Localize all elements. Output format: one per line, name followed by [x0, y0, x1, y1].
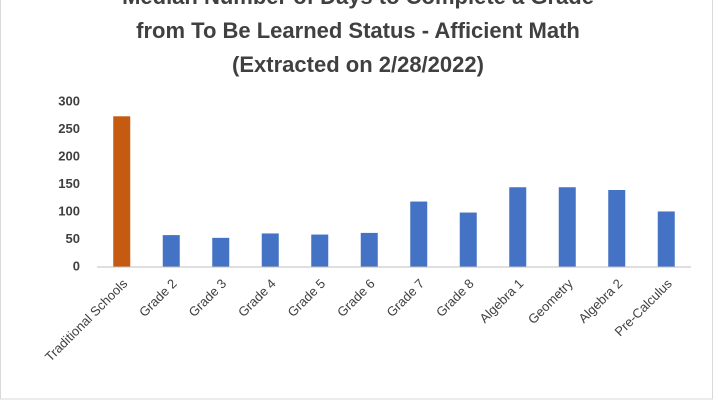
chart-title: from To Be Learned Status - Afficient Ma… — [136, 18, 580, 43]
y-tick-label: 300 — [58, 93, 80, 108]
bar — [360, 232, 378, 267]
y-tick-label: 100 — [58, 203, 80, 218]
chart-title: Median Number of Days to Complete a Grad… — [122, 0, 594, 9]
bar — [410, 201, 428, 267]
y-tick-label: 150 — [58, 176, 80, 191]
y-tick-label: 200 — [58, 148, 80, 163]
bar — [509, 187, 527, 267]
y-tick-label: 250 — [58, 121, 80, 136]
bar — [212, 237, 230, 267]
bar — [608, 190, 626, 267]
bar — [558, 187, 576, 267]
bar — [657, 211, 675, 267]
y-tick-label: 50 — [66, 231, 80, 246]
y-tick-label: 0 — [73, 258, 80, 273]
chart-title: (Extracted on 2/28/2022) — [232, 52, 484, 77]
bar — [261, 233, 279, 267]
bar — [459, 212, 477, 267]
bar — [311, 234, 329, 267]
bar — [162, 235, 180, 267]
bar — [113, 116, 131, 267]
